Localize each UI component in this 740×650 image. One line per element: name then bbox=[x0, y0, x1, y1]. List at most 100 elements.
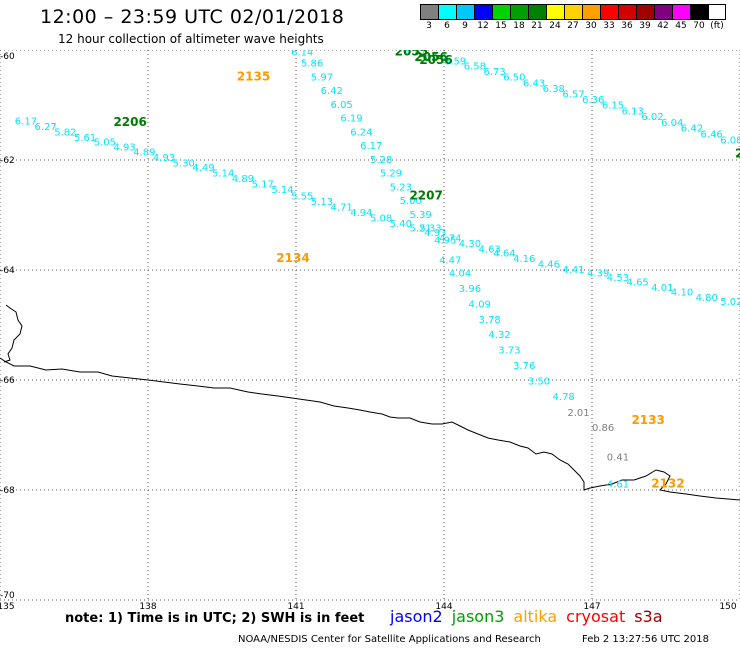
track-1-value-10: 5.14 bbox=[212, 169, 234, 180]
track-2-value-7: 6.17 bbox=[360, 141, 382, 152]
legend-swatch-9 bbox=[457, 5, 475, 19]
track-3-value-11: 6.15 bbox=[602, 100, 624, 111]
track-1-value-32: 4.01 bbox=[651, 283, 673, 294]
track-2-value-9: 5.29 bbox=[380, 169, 402, 180]
track-1-value-13: 5.14 bbox=[271, 185, 293, 196]
track-3-value-16: 6.46 bbox=[701, 129, 723, 140]
track-2-value-15: 4.47 bbox=[439, 255, 461, 266]
track-2-value-6: 6.24 bbox=[350, 127, 372, 138]
lon-tick-141: 141 bbox=[287, 602, 304, 610]
track-2-value-2: 5.97 bbox=[311, 72, 333, 83]
lon-tick-147: 147 bbox=[583, 602, 600, 610]
track-3-value-14: 6.04 bbox=[661, 118, 683, 129]
track-1-value-16: 4.71 bbox=[331, 203, 353, 214]
track-1-value-3: 5.61 bbox=[74, 133, 96, 144]
mission-cryosat: cryosat bbox=[566, 607, 626, 626]
mission-legend: jason2 jason3 altika cryosat s3a bbox=[390, 607, 672, 626]
track-1-value-18: 5.08 bbox=[370, 214, 392, 225]
track-1-value-0: 6.17 bbox=[15, 116, 37, 127]
track-1-value-33: 4.10 bbox=[671, 287, 693, 298]
track-2-grey-value-0: 2.01 bbox=[567, 408, 589, 419]
track-1-value-11: 4.89 bbox=[232, 174, 254, 185]
legend-label-70: 70 bbox=[693, 21, 705, 31]
legend-label-9: 9 bbox=[462, 21, 468, 31]
track-1-value-27: 4.46 bbox=[538, 259, 560, 270]
track-1-value-12: 5.17 bbox=[252, 180, 274, 191]
track-2-value-13: 5.33 bbox=[419, 224, 441, 235]
lon-tick-135: 135 bbox=[0, 602, 15, 610]
legend-labels: 3 6 9 12 15 18 21 24 27 30 33 36 39 42 45 70 (ft) bbox=[420, 21, 726, 31]
track-3-value-17: 6.08 bbox=[720, 136, 740, 147]
axis-ticks: 135 138 141 144 147 150 -60 -62 -64 -66 -68 -70 bbox=[0, 52, 737, 610]
track-2-value-22: 3.76 bbox=[513, 361, 535, 372]
track-1-value-30: 4.53 bbox=[607, 273, 629, 284]
pass-label-1: 2207 bbox=[409, 189, 442, 203]
track-3-value-0: 6.70 bbox=[370, 50, 392, 53]
legend-swatch-39 bbox=[637, 5, 655, 19]
legend-label-21: 21 bbox=[531, 21, 543, 31]
track-3-value-15: 6.42 bbox=[681, 123, 703, 134]
legend-swatch-45 bbox=[673, 5, 691, 19]
track-3-value-13: 6.02 bbox=[641, 112, 663, 123]
track-2-value-17: 3.96 bbox=[459, 284, 481, 295]
legend-swatch-27 bbox=[565, 5, 583, 19]
track-2-value-24: 4.78 bbox=[553, 392, 575, 403]
track-4-value-0: 4.61 bbox=[607, 479, 629, 490]
track-1-value-20: 5.21 bbox=[409, 224, 431, 235]
legend-swatch-42 bbox=[655, 5, 673, 19]
mission-jason3: jason3 bbox=[451, 607, 505, 626]
pass-label-9: 2055 bbox=[395, 50, 428, 59]
legend-label-39: 39 bbox=[639, 21, 651, 31]
pass-label-6: 2132 bbox=[651, 476, 684, 490]
mission-jason2: jason2 bbox=[390, 607, 443, 626]
track-1-value-35: 5.02 bbox=[720, 297, 740, 308]
legend-swatch-21 bbox=[529, 5, 547, 19]
lon-tick-138: 138 bbox=[139, 602, 156, 610]
track-3-value-8: 6.38 bbox=[543, 84, 565, 95]
track-2-value-14: 4.95 bbox=[434, 236, 456, 247]
track-3-value-10: 6.36 bbox=[582, 95, 604, 106]
track-3-value-12: 6.13 bbox=[622, 106, 644, 117]
track-1-value-34: 4.80 bbox=[696, 293, 718, 304]
coastline bbox=[0, 304, 740, 501]
track-2-value-20: 4.32 bbox=[488, 330, 510, 341]
lat-tick--64: -64 bbox=[0, 266, 15, 276]
track-2-value-11: 5.00 bbox=[400, 196, 422, 207]
legend-swatch-3 bbox=[421, 5, 439, 19]
track-1-value-26: 4.16 bbox=[513, 254, 535, 265]
pass-label-11: 20 bbox=[735, 146, 740, 160]
track-1-value-28: 4.41 bbox=[562, 265, 584, 276]
track-2-value-0: 6.14 bbox=[291, 50, 313, 59]
legend-label-42: 42 bbox=[657, 21, 669, 31]
lon-tick-150: 150 bbox=[719, 602, 736, 610]
track-3-value-5: 6.73 bbox=[483, 67, 505, 78]
track-3-value-1: 6.57 bbox=[405, 50, 427, 57]
legend-swatch-30 bbox=[583, 5, 601, 19]
legend-swatch-6 bbox=[439, 5, 457, 19]
track-2-value-18: 4.09 bbox=[469, 299, 491, 310]
pass-label-7: 2055 bbox=[409, 50, 442, 53]
legend-label-15: 15 bbox=[495, 21, 507, 31]
track-2-grey-value-1: 0.86 bbox=[592, 423, 614, 434]
legend-swatch-12 bbox=[475, 5, 493, 19]
track-2-value-4: 6.05 bbox=[331, 100, 353, 111]
track-1-value-31: 4.65 bbox=[627, 277, 649, 288]
color-legend: 3 6 9 12 15 18 21 24 27 30 33 36 39 42 45 70 (ft) bbox=[420, 4, 726, 31]
track-2-value-23: 3.50 bbox=[528, 376, 550, 387]
pass-label-4: 2134 bbox=[276, 251, 309, 265]
legend-label-18: 18 bbox=[513, 21, 525, 31]
legend-swatches bbox=[420, 4, 726, 20]
pass-label-8: 2056 bbox=[419, 53, 452, 67]
track-1-value-14: 5.55 bbox=[291, 192, 313, 203]
legend-label-30: 30 bbox=[585, 21, 597, 31]
lon-tick-144: 144 bbox=[435, 602, 452, 610]
track-2-value-5: 6.19 bbox=[340, 114, 362, 125]
track-1-value-29: 4.39 bbox=[587, 269, 609, 280]
track-1-value-22: 4.74 bbox=[439, 233, 461, 244]
track-3-value-4: 6.58 bbox=[464, 61, 486, 72]
lat-tick--60: -60 bbox=[0, 52, 15, 62]
track-1-value-23: 4.30 bbox=[459, 239, 481, 250]
track-2-value-1: 5.86 bbox=[301, 59, 323, 70]
map-plot[interactable]: 6.176.275.825.615.054.934.894.935.304.49… bbox=[0, 50, 740, 610]
legend-label-36: 36 bbox=[621, 21, 633, 31]
